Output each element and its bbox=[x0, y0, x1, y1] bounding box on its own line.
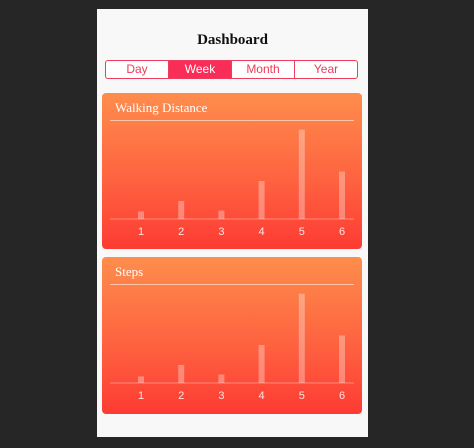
x-tick-label: 4 bbox=[259, 390, 265, 402]
bar-2 bbox=[178, 364, 185, 383]
bar-6 bbox=[339, 171, 345, 219]
x-tick-label: 3 bbox=[218, 226, 224, 238]
steps-card: Steps 1 2 3 4 5 6 bbox=[102, 257, 362, 414]
bar-5 bbox=[298, 293, 305, 383]
bar-3 bbox=[218, 210, 225, 219]
x-tick-label: 6 bbox=[339, 390, 345, 402]
card-divider bbox=[110, 120, 354, 121]
dashboard-screen: Dashboard Day Week Month Year Walking Di… bbox=[97, 9, 368, 437]
card-divider bbox=[110, 284, 354, 285]
x-tick-label: 2 bbox=[178, 226, 184, 238]
steps-chart: 1 2 3 4 5 6 bbox=[110, 293, 354, 402]
x-tick-label: 5 bbox=[299, 226, 305, 238]
bar-4 bbox=[258, 345, 265, 383]
segment-year[interactable]: Year bbox=[313, 62, 339, 76]
bar-2 bbox=[178, 200, 185, 219]
segment-month[interactable]: Month bbox=[232, 61, 295, 78]
x-tick-label: 1 bbox=[138, 390, 144, 402]
bar-1 bbox=[138, 211, 144, 219]
segment-week[interactable]: Week bbox=[169, 61, 232, 78]
bar-4 bbox=[258, 181, 265, 219]
period-segmented-control: Day Week Month Year bbox=[105, 60, 358, 79]
walking-distance-card: Walking Distance 1 2 3 4 5 6 bbox=[102, 93, 362, 249]
bar-1 bbox=[138, 376, 144, 383]
bar-5 bbox=[298, 129, 305, 219]
walking-distance-chart: 1 2 3 4 5 6 bbox=[110, 129, 354, 238]
bar-3 bbox=[218, 374, 225, 383]
card-title: Walking Distance bbox=[115, 100, 208, 115]
x-tick-label: 3 bbox=[218, 390, 224, 402]
card-title: Steps bbox=[115, 264, 144, 279]
x-tick-label: 5 bbox=[299, 390, 305, 402]
x-tick-label: 1 bbox=[138, 226, 144, 238]
page-title: Dashboard bbox=[197, 32, 268, 48]
x-tick-label: 6 bbox=[339, 226, 345, 238]
bar-6 bbox=[339, 335, 345, 383]
segment-day[interactable]: Day bbox=[106, 61, 169, 78]
x-tick-label: 2 bbox=[178, 390, 184, 402]
x-tick-label: 4 bbox=[259, 226, 265, 238]
